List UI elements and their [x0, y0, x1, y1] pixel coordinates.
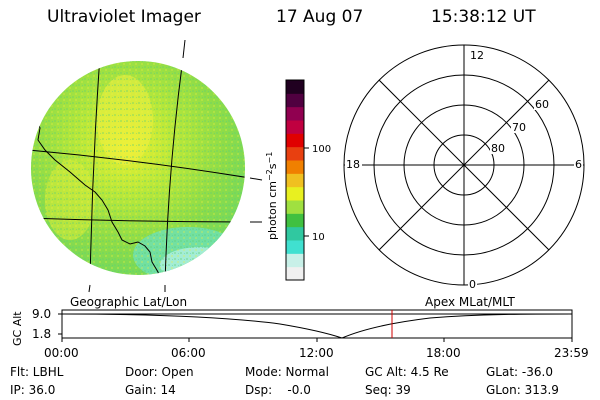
alt-xtick-1200: 12:00 [299, 346, 334, 360]
alt-xtick-0600: 06:00 [171, 346, 206, 360]
colorbar-segment [286, 186, 304, 201]
mlat-80-label: 80 [491, 142, 505, 155]
apex-panel-label: Apex MLat/MLT [425, 295, 515, 309]
colorbar-segment [286, 80, 304, 94]
door-info: Door: Open [125, 365, 194, 379]
colorbar-segment [286, 146, 304, 161]
gain-info: Gain: 14 [125, 383, 176, 397]
colorbar-segment [286, 226, 304, 241]
colorbar-segment [286, 253, 304, 268]
dsp-info: Dsp: -0.0 [245, 383, 311, 397]
alt-xtick-2359: 23:59 [554, 346, 589, 360]
mlat-60-label: 60 [535, 98, 549, 111]
glon-info: GLon: 313.9 [486, 383, 559, 397]
colorbar-segment [286, 173, 304, 188]
colorbar [285, 79, 305, 281]
alt-ytick-1-8: 1.8 [32, 327, 52, 341]
altitude-curve [61, 313, 573, 339]
colorbar-unit-label: photon cm−2s−1 [265, 152, 279, 240]
ip-info: IP: 36.0 [10, 383, 56, 397]
mlt-18-label: 18 [346, 158, 360, 171]
colorbar-tick-100: 100 [312, 144, 331, 155]
gc-alt-info: GC Alt: 4.5 Re [365, 365, 449, 379]
colorbar-segment [286, 120, 304, 134]
time-label: 15:38:12 UT [431, 7, 536, 27]
gc-alt-axis-label: GC Alt [11, 311, 24, 346]
filter-info: Flt: LBHL [10, 365, 64, 379]
colorbar-segment [286, 266, 304, 281]
colorbar-segment [286, 106, 304, 121]
geo-panel-label: Geographic Lat/Lon [70, 295, 188, 309]
colorbar-ticks [304, 147, 309, 237]
date-label: 17 Aug 07 [276, 7, 364, 27]
polar-plot [343, 44, 585, 286]
alt-ytick-9: 9.0 [32, 307, 52, 321]
mlat-70-label: 70 [512, 121, 526, 134]
colorbar-segment [286, 240, 304, 254]
uv-image-disk [31, 39, 263, 293]
mlt-12-label: 12 [470, 49, 484, 62]
alt-xtick-0000: 00:00 [44, 346, 79, 360]
colorbar-segment [286, 200, 304, 214]
altitude-plot [58, 309, 573, 342]
colorbar-segment [286, 93, 304, 108]
geo-grid [31, 61, 245, 275]
instrument-title: Ultraviolet Imager [47, 7, 201, 27]
colorbar-segment [286, 213, 304, 228]
seq-info: Seq: 39 [365, 383, 411, 397]
mlt-6-label: 6 [575, 158, 582, 171]
mlt-0-label: 0 [469, 278, 476, 291]
colorbar-tick-10: 10 [312, 232, 325, 243]
glat-info: GLat: -36.0 [486, 365, 553, 379]
colorbar-segment [286, 160, 304, 174]
mode-info: Mode: Normal [245, 365, 329, 379]
coastline [31, 104, 161, 275]
alt-xtick-1800: 18:00 [426, 346, 461, 360]
colorbar-segment [286, 133, 304, 148]
